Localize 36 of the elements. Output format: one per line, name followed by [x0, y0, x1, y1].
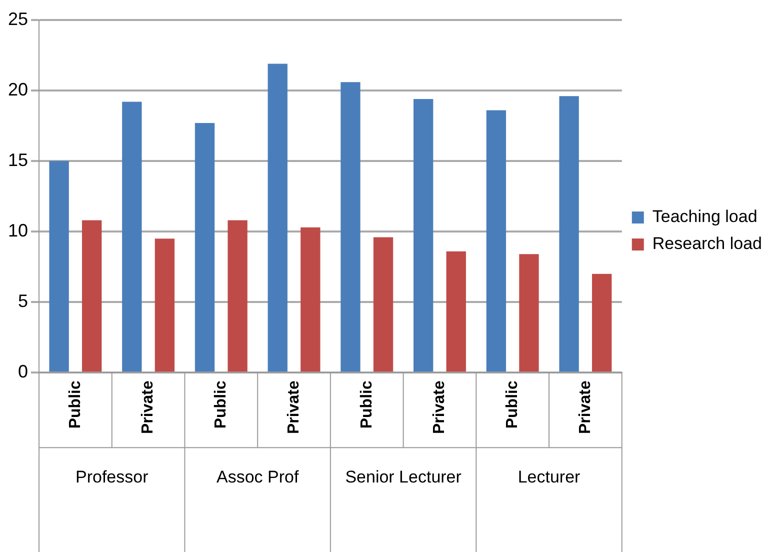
legend-label: Research load — [652, 234, 762, 254]
bar — [194, 122, 215, 372]
bar — [373, 237, 394, 372]
bar — [268, 64, 288, 372]
text: Lecturer — [518, 467, 581, 486]
bar — [414, 98, 434, 372]
y-tick-label: 20 — [8, 79, 28, 100]
bar — [82, 220, 102, 372]
x-tick-label: Public — [504, 380, 521, 429]
bar — [592, 274, 612, 372]
x-tick-label: Public — [358, 380, 376, 429]
x-tick-label: Private — [576, 380, 594, 434]
y-tick-label: 0 — [18, 362, 28, 382]
text: Professor — [76, 467, 149, 486]
legend-label: Teaching load — [652, 207, 758, 226]
bar — [122, 102, 142, 372]
x-tick-label: Private — [431, 380, 448, 434]
y-tick-label: 5 — [18, 291, 28, 312]
bar — [154, 238, 175, 372]
bar — [519, 254, 539, 372]
bar — [446, 251, 466, 372]
x-tick-label: Private — [285, 380, 302, 434]
bar — [559, 96, 579, 372]
y-tick-label: 25 — [8, 8, 28, 29]
x-tick-label: Private — [140, 380, 157, 434]
x-tick-label: Public — [212, 380, 230, 429]
bar — [486, 110, 506, 372]
text: Assoc Prof — [216, 467, 299, 486]
text: Senior Lecturer — [345, 467, 462, 486]
y-tick-label: 10 — [8, 220, 28, 241]
bar — [340, 82, 360, 372]
bar — [49, 161, 69, 372]
y-tick-label: 15 — [8, 150, 28, 170]
bar — [300, 227, 320, 372]
bar — [228, 220, 248, 372]
x-tick-label: Public — [66, 380, 84, 429]
